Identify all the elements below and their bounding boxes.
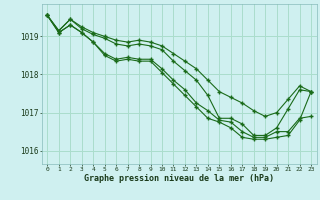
- X-axis label: Graphe pression niveau de la mer (hPa): Graphe pression niveau de la mer (hPa): [84, 174, 274, 183]
